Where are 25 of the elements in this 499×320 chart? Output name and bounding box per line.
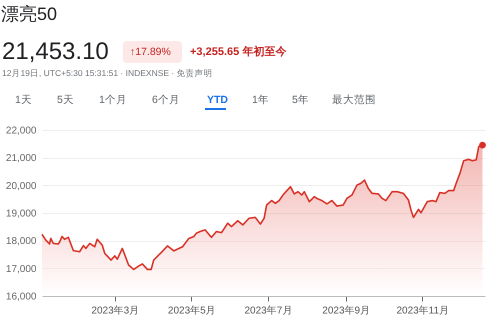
text: +3,255.65 年初至今 [190,45,288,58]
text: 6个月 [152,94,180,106]
chart-title: 漂亮50 [1,4,58,24]
x-tick-label: 2023年3月 [91,304,140,316]
text: 5天 [57,94,74,106]
y-tick-label: 17,000 [6,264,37,275]
x-tick-label: 2023年7月 [244,304,292,316]
text: 5年 [292,94,309,106]
text: 21,453.10 [2,38,109,65]
text: YTD [207,94,228,106]
text: 12月19日, UTC+5:30 15:31:51 · INDEXNSE · 免责声明 [2,68,213,78]
text: 1年 [252,94,269,106]
y-tick-label: 19,000 [6,208,37,220]
y-tick-label: 18,000 [6,236,37,248]
text: 1天 [15,94,32,106]
x-tick-label: 2023年11月 [396,304,450,316]
x-tick-label: 2023年9月 [322,304,370,316]
y-tick-label: 20,000 [6,180,37,192]
y-tick-label: 21,000 [6,153,37,164]
text: 1个月 [99,94,127,106]
text: ↑17.89% [130,46,171,58]
text: 最大范围 [332,93,376,106]
y-tick-label: 22,000 [6,126,37,136]
x-tick-label: 2023年5月 [168,304,216,316]
y-tick-label: 16,000 [6,292,37,302]
